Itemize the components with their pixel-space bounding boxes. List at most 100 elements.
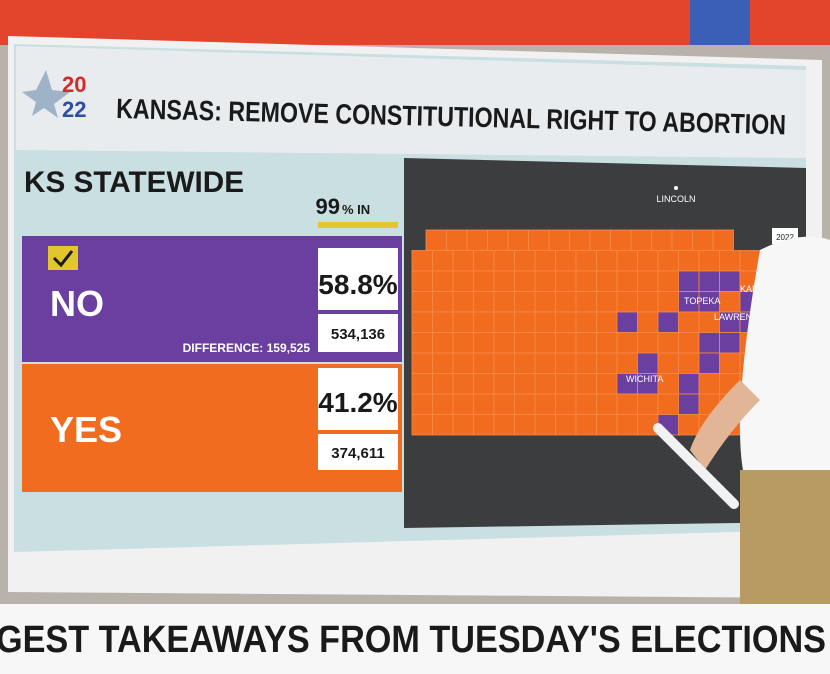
county — [473, 270, 495, 292]
county — [698, 332, 720, 354]
badge: 2022 — [776, 233, 794, 242]
county — [493, 291, 515, 313]
county — [493, 332, 515, 354]
county — [432, 332, 454, 354]
city-dot — [674, 186, 678, 190]
county — [575, 311, 597, 333]
county — [616, 332, 638, 354]
county — [432, 393, 454, 415]
county — [637, 250, 659, 272]
county — [610, 229, 632, 251]
region-label: KS STATEWIDE — [24, 166, 244, 199]
county — [555, 373, 577, 395]
county — [555, 352, 577, 374]
presenter-pants — [740, 470, 830, 605]
county — [452, 270, 474, 292]
county — [452, 414, 474, 436]
logo-top: 20 — [62, 72, 86, 97]
logo-bottom: 22 — [62, 97, 86, 122]
county — [596, 270, 618, 292]
county — [473, 311, 495, 333]
county — [719, 332, 741, 354]
reporting-suffix: % IN — [342, 202, 370, 217]
county — [616, 352, 638, 374]
reporting-bar — [318, 222, 398, 228]
county — [698, 373, 720, 395]
county — [411, 332, 433, 354]
county — [678, 393, 700, 415]
county — [473, 414, 495, 436]
yes-percent: 41.2% — [318, 387, 397, 418]
county — [411, 311, 433, 333]
county — [575, 393, 597, 415]
county — [637, 393, 659, 415]
county — [575, 414, 597, 436]
county — [514, 352, 536, 374]
county — [534, 332, 556, 354]
county — [493, 393, 515, 415]
county — [575, 332, 597, 354]
county — [630, 229, 652, 251]
county — [534, 291, 556, 313]
county — [411, 373, 433, 395]
county — [534, 373, 556, 395]
county — [719, 352, 741, 374]
county — [432, 311, 454, 333]
county — [616, 311, 638, 333]
county — [719, 250, 741, 272]
county — [719, 291, 741, 313]
logo-star — [22, 70, 70, 118]
winner-check-box — [48, 246, 78, 270]
county — [514, 270, 536, 292]
county-grid — [411, 229, 761, 436]
county — [637, 270, 659, 292]
county — [507, 229, 529, 251]
county — [657, 352, 679, 374]
reporting-value: 99 — [316, 194, 340, 219]
county — [432, 250, 454, 272]
county — [534, 393, 556, 415]
header-bar — [16, 46, 806, 158]
county — [678, 332, 700, 354]
county — [596, 352, 618, 374]
yes-percent-box — [318, 368, 398, 430]
county — [596, 291, 618, 313]
county — [657, 250, 679, 272]
county — [548, 229, 570, 251]
county — [432, 352, 454, 374]
county — [657, 332, 679, 354]
county — [616, 291, 638, 313]
county — [596, 414, 618, 436]
county — [616, 393, 638, 415]
county — [493, 311, 515, 333]
county — [473, 393, 495, 415]
county — [555, 311, 577, 333]
no-votes-box — [318, 314, 398, 352]
county — [575, 352, 597, 374]
county — [411, 352, 433, 374]
county — [534, 352, 556, 374]
county — [555, 250, 577, 272]
county — [637, 291, 659, 313]
stylus — [653, 423, 739, 509]
no-percent-box — [318, 248, 398, 310]
yes-votes: 374,611 — [331, 445, 384, 462]
county — [452, 291, 474, 313]
ticker-text: GEST TAKEAWAYS FROM TUESDAY'S ELECTIONS — [0, 619, 826, 661]
county — [719, 270, 741, 292]
county — [596, 311, 618, 333]
county — [651, 229, 673, 251]
county — [473, 250, 495, 272]
yes-label: YES — [50, 409, 122, 450]
county — [473, 332, 495, 354]
county — [452, 373, 474, 395]
county — [534, 270, 556, 292]
county — [698, 270, 720, 292]
county — [575, 270, 597, 292]
county — [466, 229, 488, 251]
county — [473, 352, 495, 374]
county — [569, 229, 591, 251]
county — [596, 393, 618, 415]
county — [411, 393, 433, 415]
